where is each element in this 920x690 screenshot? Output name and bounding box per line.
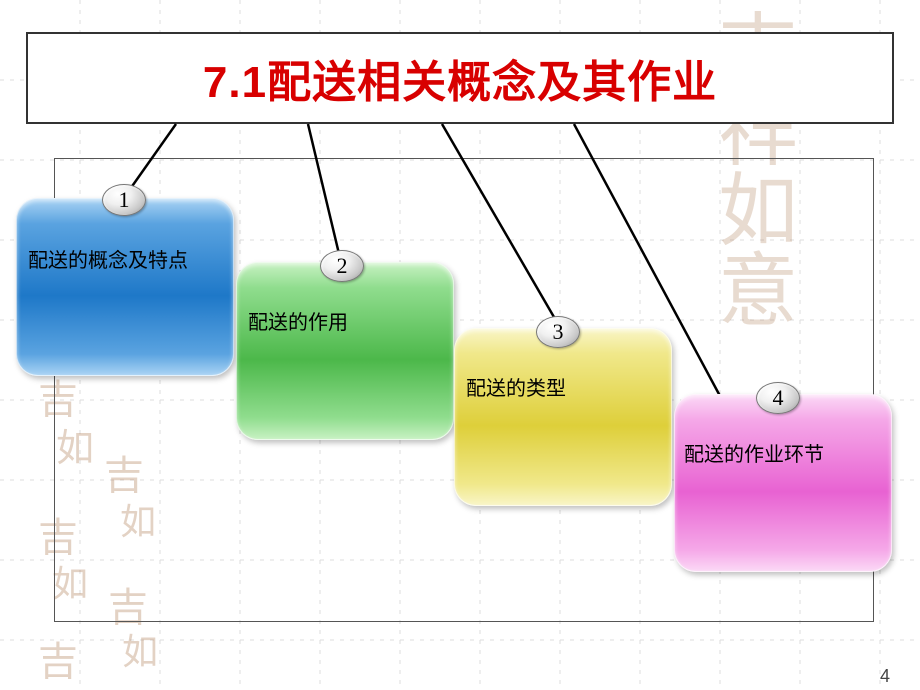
- topic-card-label: 配送的概念及特点: [28, 244, 188, 273]
- topic-card-3: [454, 328, 672, 506]
- topic-badge-4: 4: [756, 382, 800, 414]
- topic-badge-1: 1: [102, 184, 146, 216]
- topic-card-label: 配送的类型: [466, 372, 566, 401]
- watermark: 如: [122, 634, 158, 670]
- watermark: 吉: [38, 642, 78, 682]
- topic-card-label: 配送的作用: [248, 306, 348, 335]
- topic-card-1: [16, 198, 234, 376]
- topic-card-2: [236, 262, 454, 440]
- topic-card-4: [674, 394, 892, 572]
- topic-badge-2: 2: [320, 250, 364, 282]
- page-number: 4: [880, 666, 890, 687]
- page-title: 7.1配送相关概念及其作业: [203, 46, 717, 110]
- title-box: 7.1配送相关概念及其作业: [26, 32, 894, 124]
- topic-card-label: 配送的作业环节: [684, 438, 824, 467]
- topic-badge-3: 3: [536, 316, 580, 348]
